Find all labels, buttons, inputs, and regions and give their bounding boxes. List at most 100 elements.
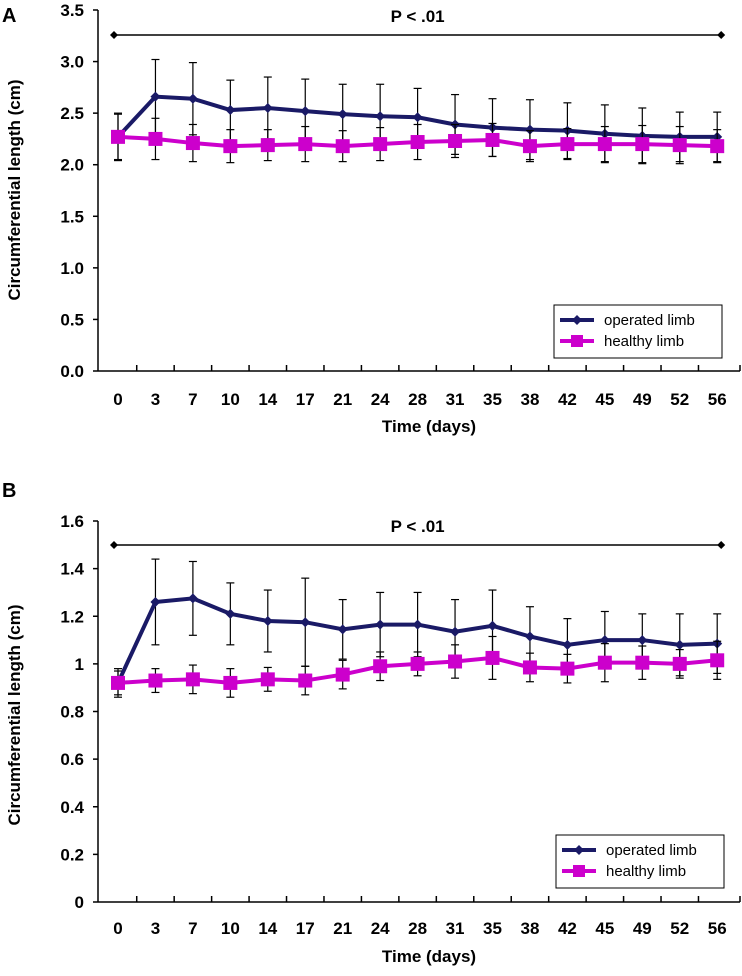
x-tick-label: 21 bbox=[333, 919, 352, 938]
significance-annotation: P < .01 bbox=[391, 517, 445, 536]
data-point bbox=[300, 106, 311, 117]
x-tick-label: 7 bbox=[188, 390, 197, 409]
data-point bbox=[375, 111, 386, 122]
data-point bbox=[260, 672, 275, 687]
data-point bbox=[111, 675, 125, 690]
data-point bbox=[674, 639, 685, 650]
data-point bbox=[337, 109, 348, 120]
y-tick-label: 0.2 bbox=[60, 845, 84, 864]
significance-annotation: P < .01 bbox=[391, 7, 445, 26]
data-point bbox=[223, 675, 238, 690]
significance-endpoint bbox=[110, 541, 118, 549]
data-point bbox=[560, 137, 575, 152]
x-tick-label: 35 bbox=[483, 390, 502, 409]
data-point bbox=[637, 635, 648, 646]
legend-marker bbox=[573, 865, 585, 877]
y-tick-label: 3.0 bbox=[60, 53, 84, 72]
data-point bbox=[485, 132, 500, 147]
data-point bbox=[335, 139, 350, 154]
x-axis-label: Time (days) bbox=[382, 947, 476, 966]
x-tick-label: 24 bbox=[371, 390, 390, 409]
data-point bbox=[524, 124, 535, 135]
data-point bbox=[335, 667, 350, 682]
legend-box bbox=[555, 834, 725, 889]
legend: operated limb healthy limb bbox=[555, 834, 725, 889]
data-point bbox=[150, 596, 161, 607]
panel-label: B bbox=[2, 480, 16, 502]
y-tick-label: 0.6 bbox=[60, 750, 84, 769]
y-tick-label: 1 bbox=[75, 655, 84, 674]
data-point bbox=[635, 137, 650, 152]
x-tick-label: 17 bbox=[296, 919, 315, 938]
x-tick-label: 3 bbox=[151, 390, 160, 409]
data-point bbox=[185, 136, 200, 151]
data-point bbox=[672, 138, 687, 153]
data-point bbox=[522, 660, 537, 675]
x-tick-label: 52 bbox=[670, 919, 689, 938]
data-point bbox=[410, 656, 425, 671]
data-point bbox=[223, 139, 238, 154]
x-tick-label: 17 bbox=[296, 390, 315, 409]
data-point bbox=[298, 673, 313, 688]
series-healthy-limb bbox=[111, 113, 725, 165]
data-point bbox=[450, 626, 461, 637]
legend-marker bbox=[572, 315, 582, 325]
significance-endpoint bbox=[717, 541, 726, 549]
data-point bbox=[448, 654, 463, 669]
data-point bbox=[373, 137, 388, 152]
data-point bbox=[187, 593, 198, 604]
data-point bbox=[187, 93, 198, 104]
x-tick-label: 49 bbox=[633, 919, 652, 938]
data-point bbox=[225, 105, 236, 116]
x-axis-label: Time (days) bbox=[382, 417, 476, 436]
data-point bbox=[524, 631, 535, 642]
x-tick-label: 10 bbox=[221, 919, 240, 938]
x-tick-label: 42 bbox=[558, 919, 577, 938]
x-tick-label: 14 bbox=[258, 390, 277, 409]
data-point bbox=[298, 137, 313, 152]
legend-box bbox=[553, 304, 723, 359]
data-point bbox=[597, 655, 612, 670]
legend-label: healthy limb bbox=[604, 333, 684, 350]
x-tick-label: 28 bbox=[408, 390, 427, 409]
y-tick-label: 1.5 bbox=[60, 207, 84, 226]
y-tick-label: 1.2 bbox=[60, 607, 84, 626]
data-point bbox=[710, 653, 725, 668]
data-point bbox=[562, 639, 573, 650]
significance-endpoint bbox=[717, 31, 726, 39]
data-point bbox=[597, 137, 612, 152]
x-tick-label: 10 bbox=[221, 390, 240, 409]
x-tick-label: 21 bbox=[333, 390, 352, 409]
x-tick-label: 28 bbox=[408, 919, 427, 938]
y-tick-label: 0.8 bbox=[60, 703, 84, 722]
data-point bbox=[148, 673, 163, 688]
x-tick-label: 42 bbox=[558, 390, 577, 409]
data-point bbox=[560, 661, 575, 676]
series-healthy-limb bbox=[111, 635, 725, 698]
data-point bbox=[185, 672, 200, 687]
x-tick-label: 3 bbox=[151, 919, 160, 938]
x-tick-label: 31 bbox=[446, 390, 465, 409]
x-tick-label: 24 bbox=[371, 919, 390, 938]
data-point bbox=[522, 139, 537, 154]
x-tick-label: 0 bbox=[113, 390, 122, 409]
significance-endpoint bbox=[110, 31, 118, 39]
legend: operated limb healthy limb bbox=[553, 304, 723, 359]
y-axis-label: Circumferential length (cm) bbox=[5, 604, 24, 825]
chart-panel-a: A 0.0 0.5 1.0 1.5 2.0 2.5 3.0 3.5 0 3 7 10 14 17 21 24 28… bbox=[2, 1, 741, 436]
y-tick-label: 1.4 bbox=[60, 560, 84, 579]
y-tick-label: 1.0 bbox=[60, 259, 84, 278]
data-point bbox=[375, 619, 386, 630]
x-tick-label: 56 bbox=[708, 919, 727, 938]
panel-label: A bbox=[2, 5, 16, 27]
x-tick-label: 31 bbox=[446, 919, 465, 938]
data-point bbox=[487, 620, 498, 631]
data-point bbox=[373, 659, 388, 674]
data-point bbox=[300, 617, 311, 628]
data-point bbox=[599, 635, 610, 646]
y-tick-label: 2.5 bbox=[60, 104, 84, 123]
x-tick-label: 38 bbox=[520, 390, 539, 409]
x-tick-label: 49 bbox=[633, 390, 652, 409]
data-point bbox=[710, 139, 725, 154]
x-tick-label: 45 bbox=[595, 919, 614, 938]
